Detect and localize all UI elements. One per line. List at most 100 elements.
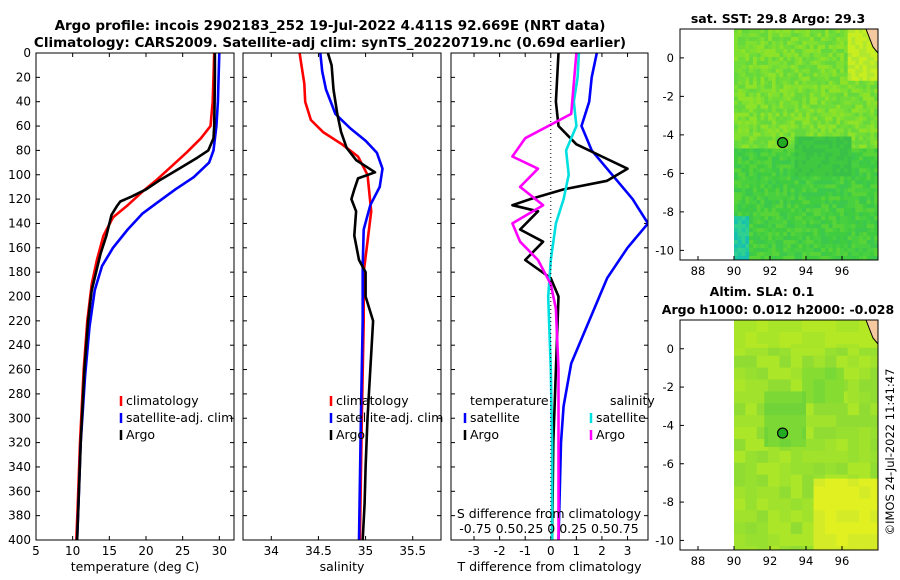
argo-location-marker — [776, 136, 789, 149]
series-line — [75, 53, 221, 540]
series-line — [511, 53, 629, 540]
y-tick-label: 360 — [8, 484, 31, 498]
legend-label: satellite-adj. clim — [336, 410, 443, 425]
y-tick-label: 120 — [8, 192, 31, 206]
x-tick-label: 96 — [835, 264, 850, 278]
x-tick-label: 2 — [598, 544, 606, 558]
y-tick-label: 280 — [8, 387, 31, 401]
x-tick-label: 90 — [727, 264, 742, 278]
y-tick-label: 20 — [16, 70, 31, 84]
legend-label: Argo — [470, 427, 499, 442]
y-tick-label: -8 — [663, 205, 674, 219]
x-tick-label: 92 — [763, 264, 778, 278]
map-frame — [679, 28, 879, 261]
x-tick-label: 25 — [175, 544, 190, 558]
y-tick-label: -10 — [655, 243, 674, 257]
y-tick-label: 400 — [8, 533, 31, 547]
x-tick-label: 0 — [547, 544, 555, 558]
y-tick-label: 0 — [667, 51, 674, 65]
sla-map-panel: 88 90 92 94 96 0 -2 -4 -6 -8 -10 — [655, 319, 879, 568]
sla-title: Altim. SLA: 0.1 — [710, 284, 815, 299]
sla-subtitle: Argo h1000: 0.012 h2000: -0.028 — [662, 302, 894, 317]
x-tick-label: 90 — [727, 554, 742, 568]
temperature-panel: 0 20 40 60 80 100 120 140 160 180 200 220 240 260 280 3… — [8, 46, 235, 574]
heatmap-cells — [734, 320, 879, 551]
legend-title: temperature — [470, 393, 549, 408]
x-tick-label: 94 — [799, 264, 814, 278]
y-tick-label: 0 — [23, 46, 31, 60]
x-tick-label: 5 — [32, 544, 40, 558]
x-tick-label: -1 — [519, 544, 531, 558]
s-axis-tick-labels: -0.75 0.50.25 0 0.25 0.50.75 — [459, 521, 638, 536]
x-tick-label: 94 — [799, 554, 814, 568]
y-tick-label: 80 — [16, 143, 31, 157]
x-tick-label: 35.5 — [399, 544, 426, 558]
y-tick-label: 220 — [8, 314, 31, 328]
sst-title: sat. SST: 29.8 Argo: 29.3 — [691, 11, 865, 26]
y-tick-label: 300 — [8, 411, 31, 425]
x-tick-label: 34 — [264, 544, 279, 558]
y-tick-label: -2 — [663, 89, 674, 103]
s-axis-label: S difference from climatology — [457, 506, 642, 521]
x-tick-label: 20 — [138, 544, 153, 558]
plot-frame — [450, 52, 649, 541]
map-frame — [679, 319, 879, 551]
y-tick-label: -10 — [655, 533, 674, 547]
heatmap-cells — [734, 29, 879, 261]
series-line — [319, 53, 384, 540]
difference-panel: -3 -2 -1 0 1 2 3T difference from climatology t… — [450, 52, 655, 574]
x-tick-label: 3 — [624, 544, 632, 558]
series-line — [75, 53, 216, 540]
legend-label: climatology — [336, 393, 409, 408]
x-tick-label: 1 — [573, 544, 581, 558]
y-tick-label: 100 — [8, 168, 31, 182]
legend-label: Argo — [336, 427, 365, 442]
x-tick-label: 35 — [358, 544, 373, 558]
y-tick-label: 180 — [8, 265, 31, 279]
argo-location-marker — [776, 427, 789, 439]
x-tick-label: 92 — [763, 554, 778, 568]
series-line — [557, 222, 648, 540]
x-axis-label: T difference from climatology — [456, 559, 642, 574]
x-tick-label: 88 — [691, 554, 706, 568]
x-tick-label: 34.5 — [305, 544, 332, 558]
x-tick-label: 15 — [102, 544, 117, 558]
y-tick-label: -4 — [663, 128, 674, 142]
x-axis-label: temperature (deg C) — [71, 559, 200, 574]
x-tick-label: 10 — [65, 544, 80, 558]
y-tick-label: 380 — [8, 509, 31, 523]
legend-label: satellite-adj. clim — [126, 410, 233, 425]
legend-label: climatology — [126, 393, 199, 408]
y-tick-label: 60 — [16, 119, 31, 133]
y-tick-label: 240 — [8, 338, 31, 352]
plot-frame — [242, 52, 442, 541]
y-tick-label: -2 — [663, 380, 674, 394]
legend-label: satellite — [596, 410, 646, 425]
y-tick-label: 340 — [8, 460, 31, 474]
y-tick-label: 140 — [8, 216, 31, 230]
legend-label: Argo — [596, 427, 625, 442]
x-tick-label: -2 — [494, 544, 506, 558]
y-tick-label: -8 — [663, 495, 674, 509]
y-tick-label: 320 — [8, 436, 31, 450]
y-tick-label: 40 — [16, 95, 31, 109]
legend-title: salinity — [610, 393, 655, 408]
plot-frame — [35, 52, 235, 541]
series-line — [580, 53, 648, 225]
x-tick-label: -3 — [468, 544, 480, 558]
sst-map-panel: 88 90 92 94 96 0 -2 -4 -6 -8 -10 — [655, 28, 879, 278]
series-line — [75, 53, 217, 540]
imos-credit: ©IMOS 24-Jul-2022 11:41:47 — [883, 369, 897, 536]
y-tick-label: 260 — [8, 363, 31, 377]
y-tick-label: 160 — [8, 241, 31, 255]
x-axis-label: salinity — [320, 559, 365, 574]
title-line2: Climatology: CARS2009. Satellite-adj cli… — [34, 35, 626, 51]
title-line1: Argo profile: incois 2902183_252 19-Jul-… — [55, 18, 606, 34]
x-tick-label: 96 — [835, 554, 850, 568]
x-tick-label: 30 — [212, 544, 227, 558]
legend-label: Argo — [126, 427, 155, 442]
series-line — [326, 53, 377, 540]
y-tick-label: -6 — [663, 166, 674, 180]
series-line — [511, 53, 578, 540]
